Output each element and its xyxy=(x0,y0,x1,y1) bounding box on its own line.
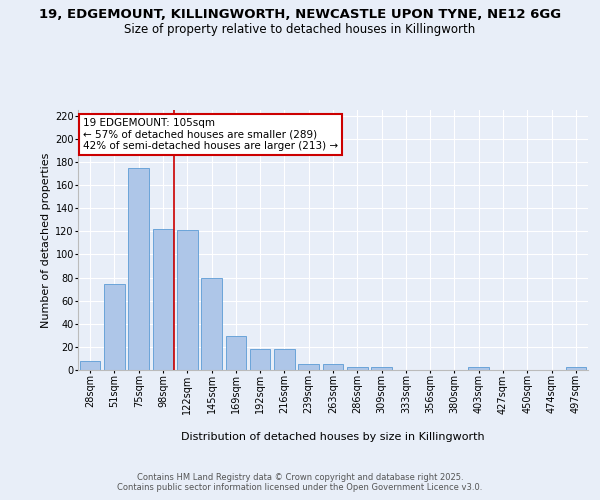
Text: 19 EDGEMOUNT: 105sqm
← 57% of detached houses are smaller (289)
42% of semi-deta: 19 EDGEMOUNT: 105sqm ← 57% of detached h… xyxy=(83,118,338,151)
Bar xyxy=(347,366,368,370)
Bar xyxy=(226,336,246,370)
Bar xyxy=(371,366,392,370)
Text: Contains HM Land Registry data © Crown copyright and database right 2025.
Contai: Contains HM Land Registry data © Crown c… xyxy=(118,472,482,492)
Bar xyxy=(274,349,295,370)
Text: 19, EDGEMOUNT, KILLINGWORTH, NEWCASTLE UPON TYNE, NE12 6GG: 19, EDGEMOUNT, KILLINGWORTH, NEWCASTLE U… xyxy=(39,8,561,20)
Bar xyxy=(128,168,149,370)
Bar xyxy=(177,230,197,370)
Bar xyxy=(469,366,489,370)
Bar xyxy=(250,349,271,370)
Bar xyxy=(298,364,319,370)
Bar xyxy=(152,229,173,370)
Bar xyxy=(323,364,343,370)
Bar xyxy=(104,284,125,370)
Bar xyxy=(566,366,586,370)
Y-axis label: Number of detached properties: Number of detached properties xyxy=(41,152,51,328)
Bar xyxy=(201,278,222,370)
Text: Size of property relative to detached houses in Killingworth: Size of property relative to detached ho… xyxy=(124,22,476,36)
Bar xyxy=(80,361,100,370)
Text: Distribution of detached houses by size in Killingworth: Distribution of detached houses by size … xyxy=(181,432,485,442)
